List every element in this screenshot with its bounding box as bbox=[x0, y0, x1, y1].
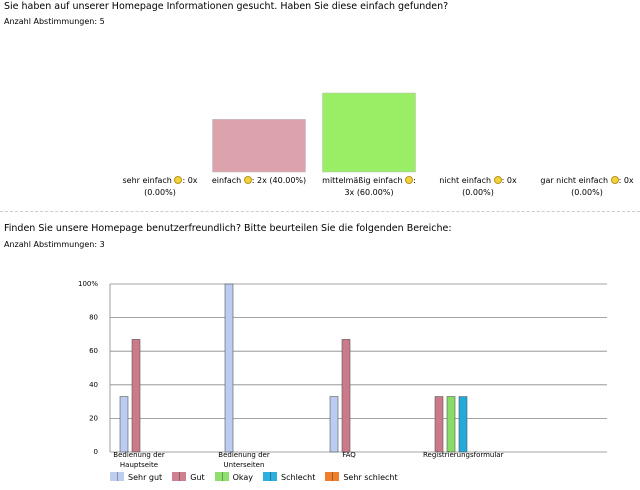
category-name: sehr einfach bbox=[122, 176, 172, 185]
bar bbox=[212, 119, 306, 173]
y-tick-label: 80 bbox=[89, 314, 98, 322]
smiley-icon bbox=[174, 176, 183, 184]
legend-swatch bbox=[263, 472, 278, 481]
bar bbox=[329, 396, 339, 453]
value-label: 2x bbox=[257, 176, 267, 185]
value-label: 0x bbox=[623, 176, 634, 185]
category-name: einfach bbox=[211, 176, 242, 185]
legend-item: Schlecht bbox=[263, 472, 316, 482]
value-label: 0x bbox=[187, 176, 198, 185]
legend-label: Okay bbox=[232, 473, 254, 482]
percentage-label: (0.00%) bbox=[571, 188, 603, 197]
bar bbox=[131, 339, 141, 453]
smiley-icon bbox=[610, 176, 619, 184]
x-tick-label: Bedienung der Hauptseite bbox=[113, 451, 165, 469]
legend-item: Sehr gut bbox=[110, 472, 163, 482]
x-tick-label: Registrierungsformular bbox=[423, 451, 504, 459]
legend-label: Sehr schlecht bbox=[343, 473, 398, 482]
smiley-icon bbox=[405, 176, 414, 184]
legend-item: Gut bbox=[172, 472, 205, 482]
bar bbox=[322, 92, 416, 173]
value-label: 3x bbox=[344, 188, 355, 197]
category-label: nicht einfach : 0x (0.00%) bbox=[439, 176, 517, 197]
legend-swatch bbox=[325, 472, 340, 481]
legend-item: Sehr schlecht bbox=[325, 472, 398, 482]
value-label: 0x bbox=[506, 176, 517, 185]
bar bbox=[446, 396, 456, 453]
legend-label: Sehr gut bbox=[128, 473, 163, 482]
category-label: sehr einfach : 0x (0.00%) bbox=[122, 176, 198, 197]
category-name: mittelmäßig einfach bbox=[322, 176, 403, 185]
separator bbox=[0, 211, 640, 212]
y-tick-label: 20 bbox=[89, 414, 98, 422]
bar bbox=[119, 396, 129, 453]
y-tick-label: 100% bbox=[78, 280, 98, 288]
category-name: gar nicht einfach bbox=[540, 176, 609, 185]
category-name: nicht einfach bbox=[439, 176, 492, 185]
smiley-icon bbox=[243, 176, 252, 184]
legend-label: Schlecht bbox=[281, 473, 316, 482]
legend-swatch bbox=[214, 472, 229, 481]
bar bbox=[341, 339, 351, 453]
chart-subtitle: Anzahl Abstimmungen: 3 bbox=[4, 240, 105, 249]
x-tick-label: Bedienung der Unterseiten bbox=[218, 451, 270, 469]
bar bbox=[458, 396, 468, 453]
smiley-icon bbox=[493, 176, 502, 184]
bar bbox=[224, 283, 234, 453]
chart-title: Sie haben auf unserer Homepage Informati… bbox=[4, 1, 449, 12]
y-tick-label: 40 bbox=[89, 381, 98, 389]
percentage-label: (60.00%) bbox=[356, 188, 394, 197]
chart-subtitle: Anzahl Abstimmungen: 5 bbox=[4, 17, 105, 26]
legend: Sehr gut Gut Okay Schlecht Sehr schlecht bbox=[110, 472, 408, 482]
legend-label: Gut bbox=[190, 473, 205, 482]
chart-title: Finden Sie unsere Homepage benutzerfreun… bbox=[4, 223, 452, 234]
legend-swatch bbox=[110, 472, 124, 481]
y-tick-label: 0 bbox=[94, 448, 98, 456]
category-label: gar nicht einfach : 0x (0.00%) bbox=[540, 176, 634, 197]
legend-swatch bbox=[172, 472, 187, 481]
category-label: einfach : 2x (40.00%) bbox=[211, 176, 307, 185]
y-tick-label: 60 bbox=[89, 347, 98, 355]
category-label: mittelmäßig einfach : 3x (60.00%) bbox=[322, 176, 416, 197]
bar bbox=[434, 396, 444, 453]
x-tick-label: FAQ bbox=[342, 451, 356, 459]
legend-item: Okay bbox=[214, 472, 254, 482]
percentage-label: (40.00%) bbox=[269, 176, 307, 185]
percentage-label: (0.00%) bbox=[462, 188, 494, 197]
percentage-label: (0.00%) bbox=[144, 188, 176, 197]
